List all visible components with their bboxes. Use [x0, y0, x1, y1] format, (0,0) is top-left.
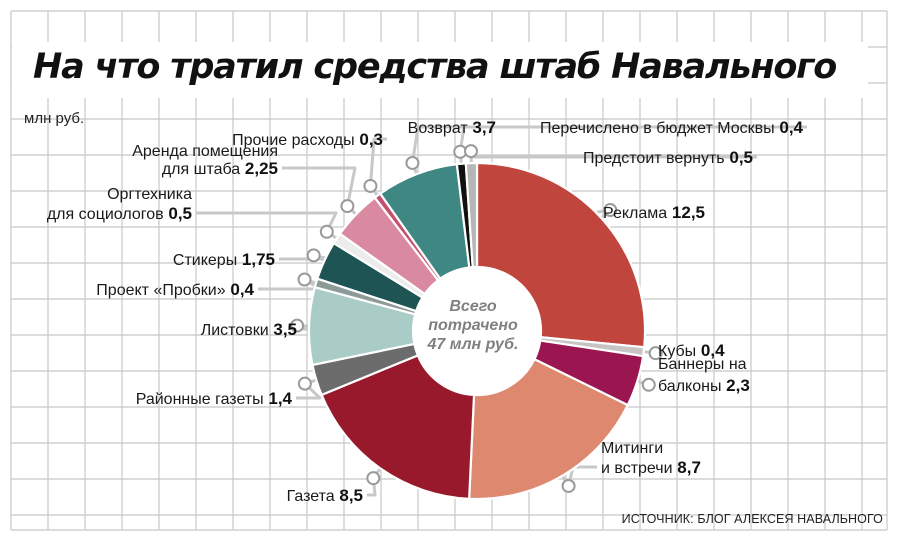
slice-value: 1,75 — [237, 250, 275, 269]
leader-dot — [648, 346, 663, 361]
slice-label-line: Кубы 0,4 — [658, 341, 725, 360]
slice-value: 0,5 — [725, 148, 753, 167]
slice-label-line: Баннеры на — [658, 356, 747, 373]
slice-value: 2,3 — [721, 376, 749, 395]
leader-dot — [297, 272, 312, 287]
slice-label: Митинги и встречи 8,7 — [601, 440, 701, 477]
slice-value: 0,4 — [696, 341, 725, 360]
slice-label: Прочие расходы 0,3 — [232, 130, 383, 149]
slice-label-line: и встречи 8,7 — [601, 458, 701, 477]
leader-line — [296, 377, 322, 400]
slice-value: 0,3 — [355, 130, 383, 149]
slice-label: Аренда помещения для штаба 2,25 — [132, 143, 278, 178]
slice-label: Возврат 3,7 — [408, 118, 496, 137]
source-note: ИСТОЧНИК: БЛОГ АЛЕКСЕЯ НАВАЛЬНОГО — [621, 512, 883, 526]
slice-label-line: Митинги — [601, 440, 663, 457]
leader-dot — [340, 199, 355, 214]
slice-label: Кубы 0,4 — [658, 341, 725, 360]
leader-dot — [290, 318, 305, 333]
leader-dot — [319, 224, 334, 239]
slice-label-line: Возврат 3,7 — [408, 118, 496, 137]
leader-dot — [297, 376, 312, 391]
slice-value: 3,5 — [269, 320, 297, 339]
leader-line — [258, 278, 322, 291]
slice-label-line: Проект «Пробки» 0,4 — [96, 280, 254, 299]
center-line: потрачено — [428, 317, 518, 334]
slice-label: Районные газеты 1,4 — [136, 389, 293, 408]
leader-dot — [405, 155, 420, 170]
slice-label-line: Листовки 3,5 — [201, 320, 297, 339]
slice-label: Баннеры на балконы 2,3 — [658, 356, 750, 395]
leader-dot — [366, 471, 381, 486]
slice-label-line: Перечислено в бюджет Москвы 0,4 — [540, 118, 804, 137]
chart-title: На что тратил средства штаб Навального — [33, 47, 837, 87]
leader-line — [282, 166, 360, 219]
slice-label: Проект «Пробки» 0,4 — [96, 280, 254, 299]
title-box — [12, 42, 868, 98]
leader-line — [458, 125, 807, 168]
slice-label: Газета 8,5 — [287, 486, 363, 505]
center-total-label: Всего потрачено 47 млн руб. — [427, 298, 519, 353]
slice-value: 0,4 — [226, 280, 255, 299]
slice-value: 8,7 — [673, 458, 701, 477]
leader-line — [559, 465, 597, 488]
leader-dot — [463, 144, 478, 159]
slice-label-line: Газета 8,5 — [287, 486, 363, 505]
center-line: Всего — [449, 298, 496, 315]
slice-value: 0,5 — [164, 204, 192, 223]
slice-value: 8,5 — [335, 486, 363, 505]
slice-label-line: Аренда помещения — [132, 143, 278, 160]
leader-dot — [603, 203, 618, 218]
slice-value: 3,7 — [468, 118, 496, 137]
slice-value: 2,25 — [240, 159, 278, 178]
donut-slice — [464, 161, 479, 269]
slice-label: Предстоит вернуть 0,5 — [583, 148, 753, 167]
donut-center: Всего потрачено 47 млн руб. — [427, 298, 519, 353]
leader-dot — [641, 377, 656, 392]
slice-label-line: для штаба 2,25 — [162, 159, 278, 178]
slice-label-line: балконы 2,3 — [658, 376, 750, 395]
center-line: 47 млн руб. — [427, 336, 519, 353]
slice-value: 12,5 — [667, 203, 705, 222]
donut-slices — [307, 161, 647, 501]
leader-dot — [306, 248, 321, 263]
donut-slice — [475, 161, 647, 349]
slice-label: Перечислено в бюджет Москвы 0,4 — [540, 118, 804, 137]
slice-label-line: Реклама 12,5 — [603, 203, 705, 222]
slice-label-line: Предстоит вернуть 0,5 — [583, 148, 753, 167]
leader-dot — [561, 478, 576, 493]
slice-label-line: для социологов 0,5 — [47, 204, 192, 223]
unit-label: млн руб. — [24, 110, 85, 127]
slice-label: Оргтехника для социологов 0,5 — [47, 186, 192, 223]
slice-label: Листовки 3,5 — [201, 320, 297, 339]
slice-value: 1,4 — [264, 389, 293, 408]
slice-label-line: Оргтехника — [107, 186, 192, 203]
donut-hole — [414, 268, 540, 394]
leader-dot — [363, 178, 378, 193]
slice-label-line: Прочие расходы 0,3 — [232, 130, 383, 149]
slice-label: Стикеры 1,75 — [173, 250, 275, 269]
leader-line — [279, 253, 331, 264]
slice-label-line: Районные газеты 1,4 — [136, 389, 293, 408]
donut-slice — [468, 357, 630, 501]
leader-line — [367, 464, 384, 497]
slice-label-line: Стикеры 1,75 — [173, 250, 275, 269]
leader-line — [196, 211, 341, 242]
donut-slice — [320, 353, 476, 500]
leader-line — [368, 137, 387, 200]
slice-label: Реклама 12,5 — [603, 203, 705, 222]
slice-value: 0,4 — [775, 118, 804, 137]
leader-dots — [290, 144, 663, 493]
leader-line — [410, 125, 500, 179]
